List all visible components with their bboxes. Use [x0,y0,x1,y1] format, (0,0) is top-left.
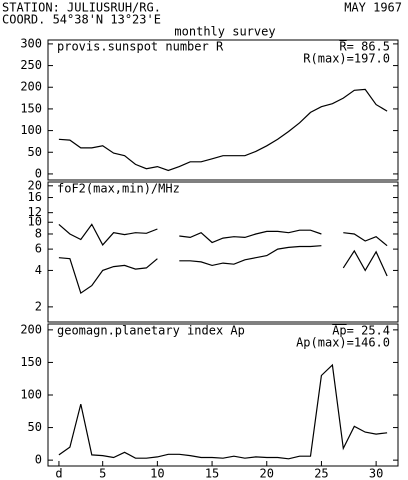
annotation: R= 86.5 [339,40,390,54]
y-tick-label: 2 [35,299,42,313]
x-tick-label: 15 [205,467,219,480]
data-line [58,223,388,247]
annotation: Ap(max)=146.0 [296,336,390,350]
y-tick-label: 0 [35,453,42,467]
annotation: Ap= 25.4 [332,324,390,338]
x-tick-label: d [55,467,62,480]
y-tick-label: 50 [28,145,42,159]
y-tick-label: 4 [35,263,42,277]
y-tick-label: 200 [20,322,42,336]
annotation: R(max)=197.0 [303,52,390,66]
y-tick-label: 300 [20,36,42,50]
panel-title: foF2(max,min)/MHz [57,182,180,196]
x-tick-label: 25 [314,467,328,480]
y-tick-label: 12 [28,205,42,219]
panel-frame [47,39,399,181]
x-tick-label: 20 [260,467,274,480]
y-tick-label: 200 [20,80,42,94]
y-tick-label: 250 [20,58,42,72]
data-line [58,88,388,172]
date: MAY 1967 [344,1,402,15]
data-line [58,363,388,460]
y-tick-label: 8 [35,226,42,240]
y-tick-label: 20 [28,178,42,192]
x-tick-label: 10 [150,467,164,480]
coordinates: COORD. 54°38'N 13°23'E [2,13,161,27]
y-tick-label: 50 [28,420,42,434]
y-tick-label: 6 [35,242,42,256]
x-tick-label: 30 [369,467,383,480]
y-tick-label: 0 [35,166,42,180]
station: STATION: JULIUSRUH/RG. [2,1,161,15]
panel-title: geomagn.planetary index Ap [57,324,245,338]
y-tick-label: 16 [28,190,42,204]
x-tick-label: 5 [99,467,106,480]
y-tick-label: 150 [20,101,42,115]
y-tick-label: 100 [20,123,42,137]
y-tick-label: 150 [20,355,42,369]
panel-frame [47,181,399,323]
panel-title: provis.sunspot number R [57,40,224,54]
subtitle: monthly survey [174,25,275,39]
data-line [58,245,388,295]
y-tick-label: 10 [28,215,42,229]
y-tick-label: 100 [20,388,42,402]
